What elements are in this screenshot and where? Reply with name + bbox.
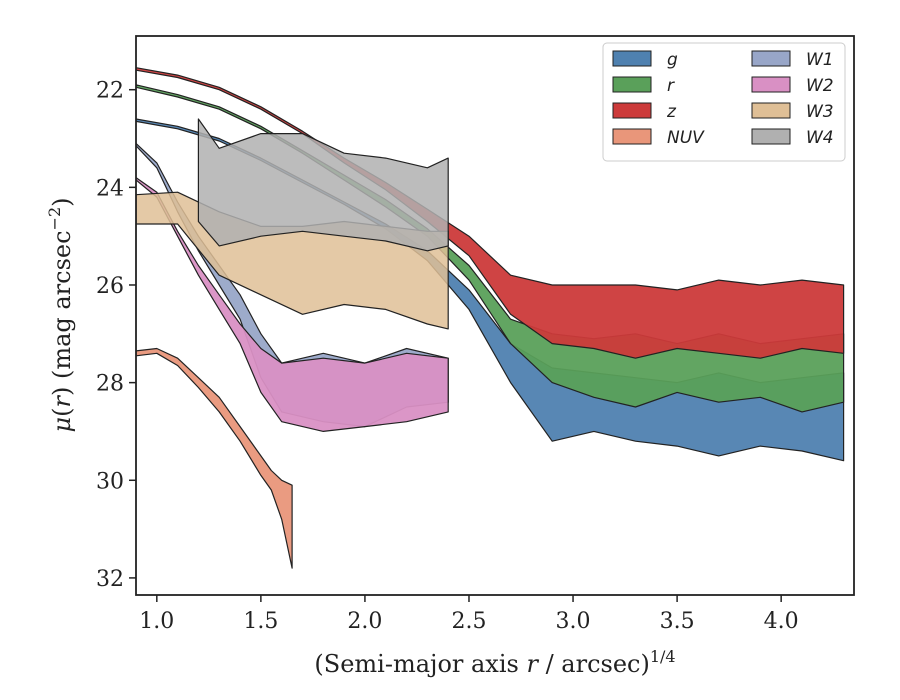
x-tick-label: 3.5 bbox=[660, 609, 695, 634]
legend-label-nuv: NUV bbox=[667, 128, 705, 148]
x-axis-label: (Semi-major axis r / arcsec)1/4 bbox=[314, 647, 675, 678]
y-tick-label: 22 bbox=[96, 79, 124, 104]
profile-bands bbox=[136, 67, 845, 569]
legend-label-w4: W4 bbox=[806, 128, 834, 148]
legend-label-r: r bbox=[667, 76, 675, 96]
y-tick-label: 32 bbox=[96, 567, 124, 592]
legend: grz NUV W1 W2 W3 W4 bbox=[602, 42, 846, 162]
y-axis: 22 24 26 28 30 32 bbox=[96, 79, 136, 592]
x-axis: 1.0 1.5 2.0 2.5 3.0 3.5 4.0 bbox=[139, 595, 799, 634]
band-nuv bbox=[136, 347, 293, 569]
legend-swatch-w1 bbox=[751, 50, 791, 67]
y-tick-label: 28 bbox=[96, 372, 124, 397]
x-tick-label: 2.5 bbox=[451, 609, 486, 634]
legend-swatch-w3 bbox=[751, 102, 791, 119]
legend-swatch-nuv bbox=[612, 128, 652, 145]
plot-frame bbox=[135, 35, 855, 596]
y-tick-label: 30 bbox=[96, 469, 124, 494]
legend-swatch-z bbox=[612, 102, 652, 119]
legend-swatch-r bbox=[612, 76, 652, 93]
legend-label-g: g bbox=[667, 50, 678, 70]
x-tick-label: 2.0 bbox=[347, 609, 382, 634]
legend-label-z: z bbox=[666, 102, 677, 122]
legend-label-w2: W2 bbox=[806, 76, 834, 96]
legend-label-w3: W3 bbox=[806, 102, 834, 122]
band-w4 bbox=[197, 118, 449, 252]
y-axis-label: μ(r) (mag arcsec−2) bbox=[45, 197, 76, 432]
x-tick-label: 3.0 bbox=[556, 609, 591, 634]
x-tick-label: 1.0 bbox=[139, 609, 174, 634]
x-tick-label: 4.0 bbox=[764, 609, 799, 634]
y-tick-label: 26 bbox=[96, 274, 124, 299]
band-w2 bbox=[136, 177, 449, 432]
legend-swatch-w4 bbox=[751, 128, 791, 145]
legend-swatch-w2 bbox=[751, 76, 791, 93]
legend-swatch-g bbox=[612, 50, 652, 67]
x-tick-label: 1.5 bbox=[243, 609, 278, 634]
y-tick-label: 24 bbox=[96, 176, 124, 201]
legend-label-w1: W1 bbox=[806, 50, 834, 70]
